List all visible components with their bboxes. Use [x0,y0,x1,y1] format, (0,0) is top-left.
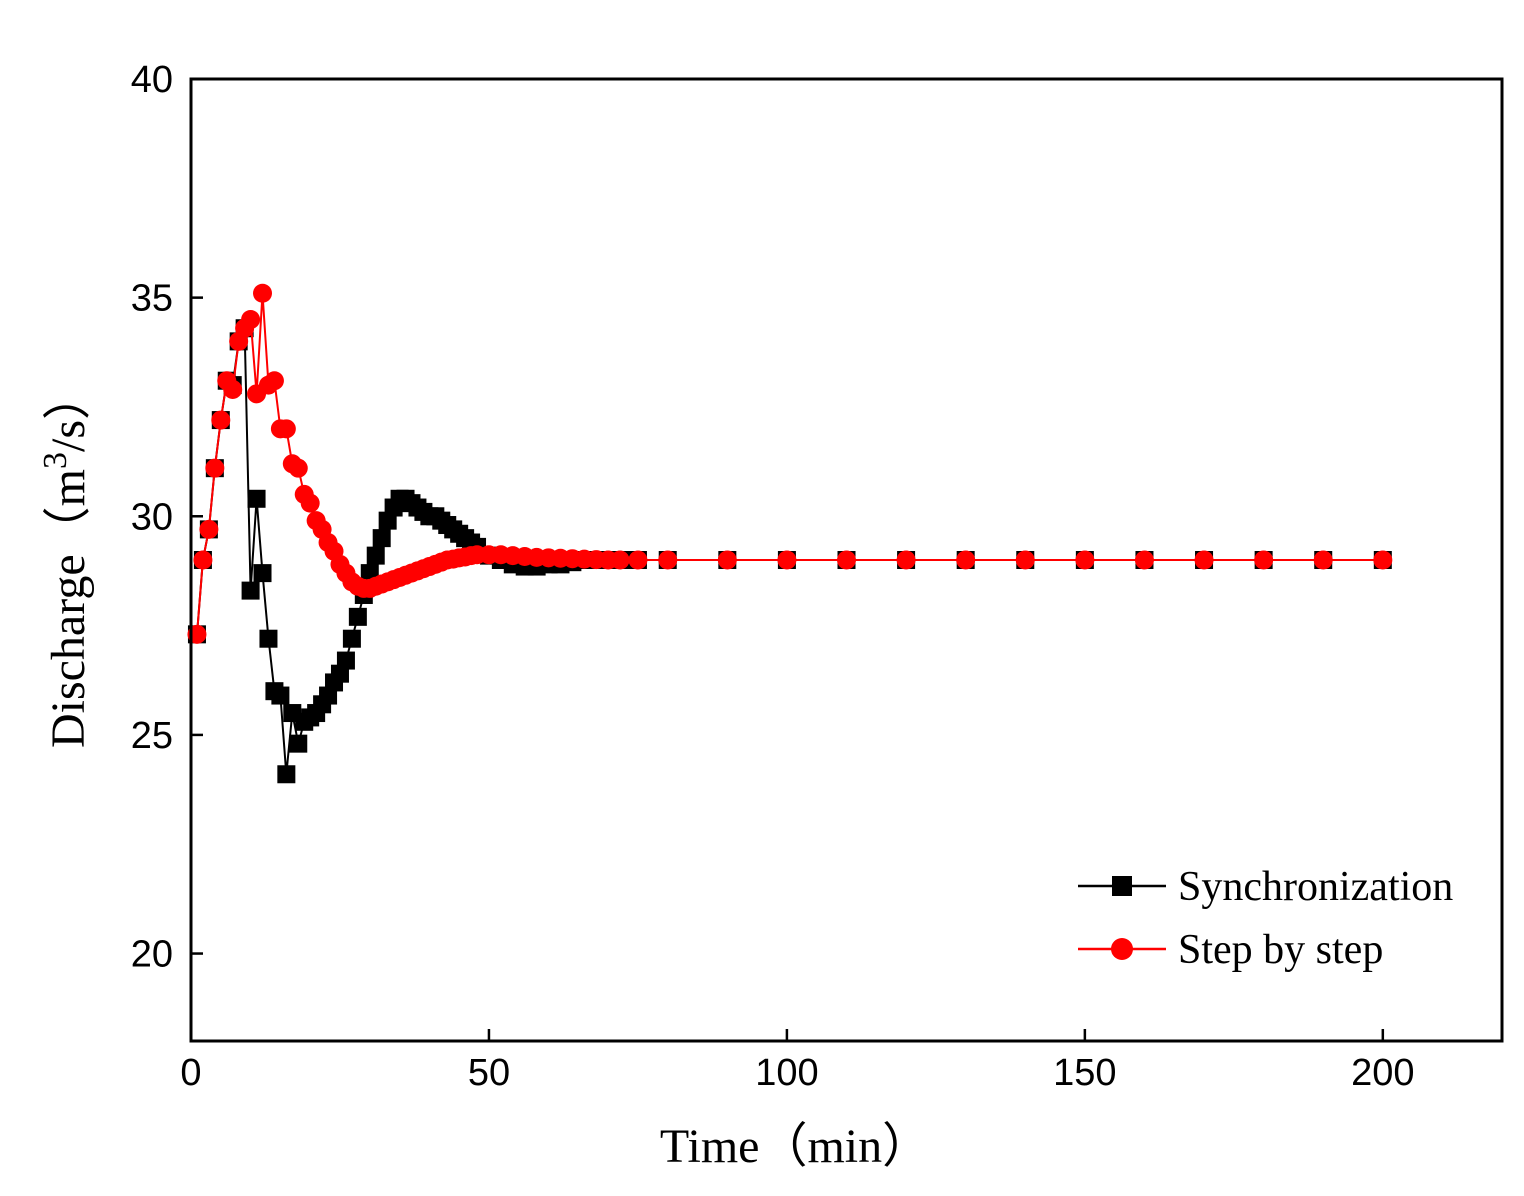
data-point-synchronization [253,564,272,583]
data-point-step-by-step [837,550,856,570]
y-axis-title-tail: /s） [42,372,95,452]
legend-label-synchronization: Synchronization [1178,864,1453,910]
legend-label-step-by-step: Step by step [1178,927,1383,973]
legend-marker-step-by-step [1111,938,1133,960]
data-point-synchronization [247,489,266,508]
data-point-step-by-step [241,310,261,329]
data-point-synchronization [259,629,278,648]
data-point-step-by-step [1313,550,1333,570]
data-point-step-by-step [956,550,976,570]
y-axis-title: Discharge（m3/s） [37,372,95,748]
data-point-step-by-step [1075,550,1095,570]
data-point-step-by-step [193,550,213,570]
data-point-step-by-step [777,550,797,570]
data-point-step-by-step [1015,550,1035,570]
data-point-step-by-step [288,458,308,478]
data-point-synchronization [342,629,361,648]
x-axis-title: Time（min） [660,1120,930,1173]
data-point-step-by-step [253,283,273,303]
y-axis-title-main: Discharge（m [42,469,95,748]
x-tick-label: 200 [1351,1052,1414,1094]
data-point-step-by-step [199,519,219,539]
data-point-synchronization [366,546,385,565]
data-point-step-by-step [628,550,648,570]
data-point-step-by-step [300,493,320,513]
data-point-synchronization [372,529,391,548]
plot-frame [189,77,1504,1043]
data-point-step-by-step [896,550,916,570]
ticks-layer: 0 50 100 150 200 20 25 30 35 40 [131,59,1415,1094]
y-tick-label: 40 [131,59,173,101]
legend-marker-synchronization [1112,876,1132,896]
y-tick-label: 30 [131,496,173,538]
data-point-synchronization [277,765,296,784]
data-point-step-by-step [1254,550,1274,570]
x-tick-label: 100 [755,1052,818,1094]
data-point-step-by-step [1194,550,1214,570]
data-point-step-by-step [1134,550,1154,570]
data-point-synchronization [289,734,308,753]
data-point-synchronization [241,581,260,600]
data-point-step-by-step [205,458,225,478]
data-point-step-by-step [717,550,737,570]
x-tick-label: 150 [1053,1052,1116,1094]
y-tick-label: 25 [131,715,173,757]
y-axis-title-sup: 3 [37,452,74,469]
data-point-step-by-step [658,550,678,570]
data-point-step-by-step [264,371,284,391]
data-point-synchronization [336,651,355,670]
data-point-step-by-step [610,550,630,570]
data-point-step-by-step [1373,550,1393,570]
data-point-step-by-step [223,379,243,399]
series-layer [187,283,1393,784]
data-point-step-by-step [276,419,296,439]
x-tick-label: 0 [180,1052,201,1094]
y-tick-label: 20 [131,934,173,976]
series-step-by-step [187,283,1393,644]
legend: Synchronization Step by step [1078,864,1453,973]
y-tick-label: 35 [131,278,173,320]
data-point-step-by-step [211,410,231,430]
x-tick-label: 50 [468,1052,510,1094]
data-point-synchronization [348,607,367,626]
data-point-synchronization [271,686,290,705]
